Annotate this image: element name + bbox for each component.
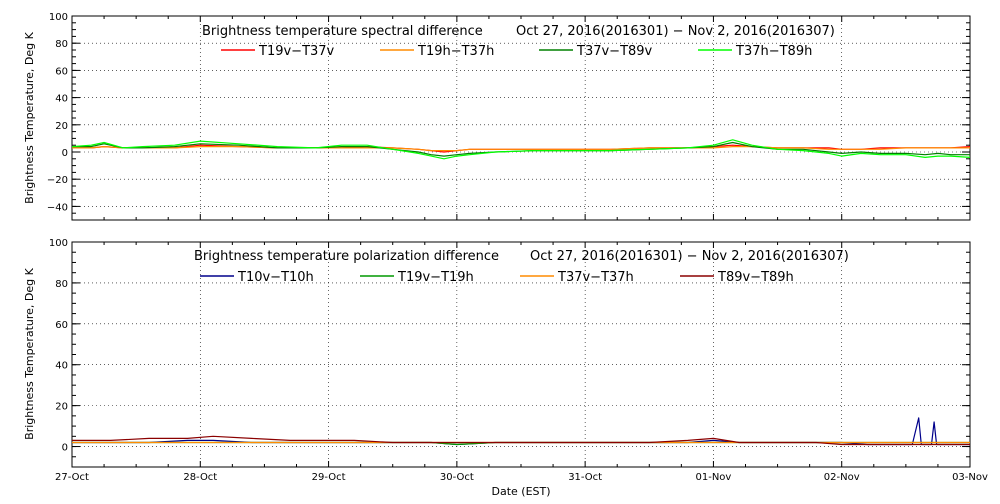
- legend-label: T37v−T37h: [557, 270, 634, 285]
- x-tick-label: 28-Oct: [183, 472, 217, 483]
- y-axis-ticks: 0 20 40 60 80 100: [49, 238, 970, 468]
- plot-frame: [71, 15, 971, 221]
- series-line-4: [71, 139, 971, 160]
- legend-item: T37v−T37h: [520, 270, 634, 285]
- x-tick-label: 30-Oct: [440, 472, 474, 483]
- y-axis-label: Brightness Temperature, Deg K: [23, 267, 36, 439]
- y-tick-label: 60: [55, 66, 68, 77]
- y-tick-label: 80: [55, 279, 68, 290]
- y-tick-label: 20: [55, 402, 68, 413]
- y-axis-ticks: −40 −20 0 20 40 60 80 100: [47, 12, 970, 221]
- y-tick-label: 40: [55, 94, 68, 105]
- y-tick-label: −20: [47, 175, 68, 186]
- gridlines: [72, 242, 970, 467]
- y-tick-label: 60: [55, 320, 68, 331]
- chart-title: Brightness temperature spectral differen…: [202, 24, 483, 39]
- series-lines: [71, 139, 971, 160]
- x-axis-ticks: [71, 16, 971, 220]
- legend-label: T19v−T19h: [397, 270, 474, 285]
- series-lines: [72, 417, 970, 446]
- y-tick-label: 20: [55, 121, 68, 132]
- x-axis-ticks: 27-Oct 28-Oct 29-Oct 30-Oct 31-Oct 01-Nov 02-N…: [55, 242, 988, 483]
- series-line-1: [72, 417, 970, 446]
- x-tick-label: 02-Nov: [824, 472, 860, 483]
- y-tick-label: 0: [62, 443, 68, 454]
- legend-item: T89v−T89h: [680, 270, 794, 285]
- polarization-difference-panel: Brightness temperature polarization diff…: [23, 238, 988, 483]
- legend: T19v−T37v T19h−T37h T37v−T89v T37h−T89h: [221, 44, 812, 59]
- x-tick-label: 31-Oct: [568, 472, 602, 483]
- y-tick-label: 100: [49, 12, 68, 23]
- legend-item: T19h−T37h: [380, 44, 494, 59]
- series-line-4: [72, 435, 970, 446]
- x-tick-label: 27-Oct: [55, 472, 89, 483]
- x-tick-label: 03-Nov: [952, 472, 988, 483]
- chart-subtitle: Oct 27, 2016(2016301) − Nov 2, 2016(2016…: [516, 24, 835, 39]
- x-tick-label: 01-Nov: [695, 472, 731, 483]
- legend-label: T19h−T37h: [417, 44, 494, 59]
- legend-item: T10v−T10h: [200, 270, 314, 285]
- gridlines: [72, 16, 970, 220]
- chart-title: Brightness temperature polarization diff…: [194, 249, 499, 264]
- legend-label: T37h−T89h: [735, 44, 812, 59]
- legend-label: T10v−T10h: [237, 270, 314, 285]
- series-line-2: [72, 146, 970, 152]
- legend-label: T89v−T89h: [717, 270, 794, 285]
- y-tick-label: 0: [62, 148, 68, 159]
- y-tick-label: 100: [49, 238, 68, 249]
- y-axis-label: Brightness Temperature, Deg K: [23, 31, 36, 203]
- legend: T10v−T10h T19v−T19h T37v−T37h T89v−T89h: [200, 270, 794, 285]
- y-tick-label: 40: [55, 361, 68, 372]
- y-tick-label: −40: [47, 202, 68, 213]
- chart-subtitle: Oct 27, 2016(2016301) − Nov 2, 2016(2016…: [530, 249, 849, 264]
- x-tick-label: 29-Oct: [312, 472, 346, 483]
- legend-label: T19v−T37v: [258, 44, 335, 59]
- legend-item: T37h−T89h: [698, 44, 812, 59]
- spectral-difference-panel: Brightness temperature spectral differen…: [23, 12, 971, 221]
- legend-item: T19v−T19h: [360, 270, 474, 285]
- legend-item: T19v−T37v: [221, 44, 335, 59]
- x-axis-label: Date (EST): [491, 485, 550, 498]
- legend-item: T37v−T89v: [539, 44, 653, 59]
- legend-label: T37v−T89v: [576, 44, 653, 59]
- y-tick-label: 80: [55, 39, 68, 50]
